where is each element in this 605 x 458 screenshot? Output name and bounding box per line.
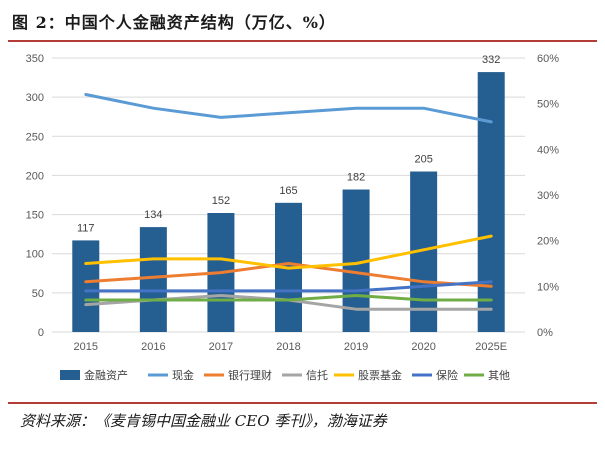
top-divider xyxy=(8,40,597,42)
legend-entry: 金融资产 xyxy=(84,368,128,382)
series-line xyxy=(84,93,493,124)
legend-swatch xyxy=(60,370,80,380)
right-tick-label: 60% xyxy=(537,53,559,65)
legend-entry: 现金 xyxy=(172,368,194,382)
bar-data-label: 117 xyxy=(77,222,95,234)
legend-entry: 保险 xyxy=(436,368,458,382)
legend: 金融资产 现金 银行理财 信托 股票基金 保险 其他 xyxy=(60,368,510,382)
series-line xyxy=(84,294,493,302)
bar-data-label: 134 xyxy=(144,209,162,221)
legend-entry: 信托 xyxy=(306,368,328,382)
legend-entry: 股票基金 xyxy=(358,368,402,382)
x-axis-ticks: 2015 2016 2017 2018 2019 2020 2025E xyxy=(74,341,508,353)
page-title: 图 2：中国个人金融资产结构（万亿、%） xyxy=(12,13,336,32)
left-tick-label: 100 xyxy=(26,249,44,261)
series-line xyxy=(84,262,493,288)
left-tick-label: 250 xyxy=(26,131,44,143)
right-tick-label: 30% xyxy=(537,190,559,202)
bar-data-label: 205 xyxy=(414,154,432,166)
bar-data-label: 152 xyxy=(212,195,230,207)
series-line xyxy=(84,280,493,293)
series-line xyxy=(84,234,493,270)
left-tick-label: 0 xyxy=(38,327,44,339)
left-tick-label: 150 xyxy=(26,210,44,222)
bar xyxy=(477,72,505,332)
left-tick-label: 50 xyxy=(32,288,44,300)
gridlines xyxy=(52,57,525,333)
bar-data-label: 182 xyxy=(347,172,365,184)
right-tick-label: 50% xyxy=(537,99,559,111)
x-tick-label: 2019 xyxy=(344,341,368,353)
legend-entry: 银行理财 xyxy=(228,368,272,382)
combo-chart: 0 50 100 150 200 250 300 350 0% 10% 20% 30% 40% 50% 6… xyxy=(26,53,560,382)
legend-entry: 其他 xyxy=(488,369,510,382)
bar-data-label: 332 xyxy=(482,54,500,66)
left-axis-ticks: 0 50 100 150 200 250 300 350 xyxy=(26,53,44,339)
bar xyxy=(139,227,167,332)
source-note: 资料来源：《麦肯锡中国金融业 CEO 季刊》，渤海证券 xyxy=(20,412,387,430)
bar xyxy=(72,240,100,332)
left-tick-label: 350 xyxy=(26,53,44,65)
bar-data-labels: 117 134 152 165 182 205 332 xyxy=(77,54,500,234)
right-tick-label: 0% xyxy=(537,327,553,339)
x-tick-label: 2016 xyxy=(141,341,165,353)
bottom-divider xyxy=(8,402,597,404)
x-tick-label: 2025E xyxy=(475,341,507,353)
left-tick-label: 200 xyxy=(26,170,44,182)
series-lines xyxy=(84,93,493,311)
x-tick-label: 2017 xyxy=(209,341,233,353)
x-tick-label: 2020 xyxy=(411,341,435,353)
right-tick-label: 20% xyxy=(537,236,559,248)
right-axis-ticks: 0% 10% 20% 30% 40% 50% 60% xyxy=(537,53,559,339)
right-tick-label: 10% xyxy=(537,281,559,293)
bar-data-label: 165 xyxy=(279,185,297,197)
right-tick-label: 40% xyxy=(537,144,559,156)
x-tick-label: 2018 xyxy=(276,341,300,353)
title-bar: 图 2：中国个人金融资产结构（万亿、%） xyxy=(0,0,605,40)
x-tick-label: 2015 xyxy=(74,341,98,353)
left-tick-label: 300 xyxy=(26,92,44,104)
